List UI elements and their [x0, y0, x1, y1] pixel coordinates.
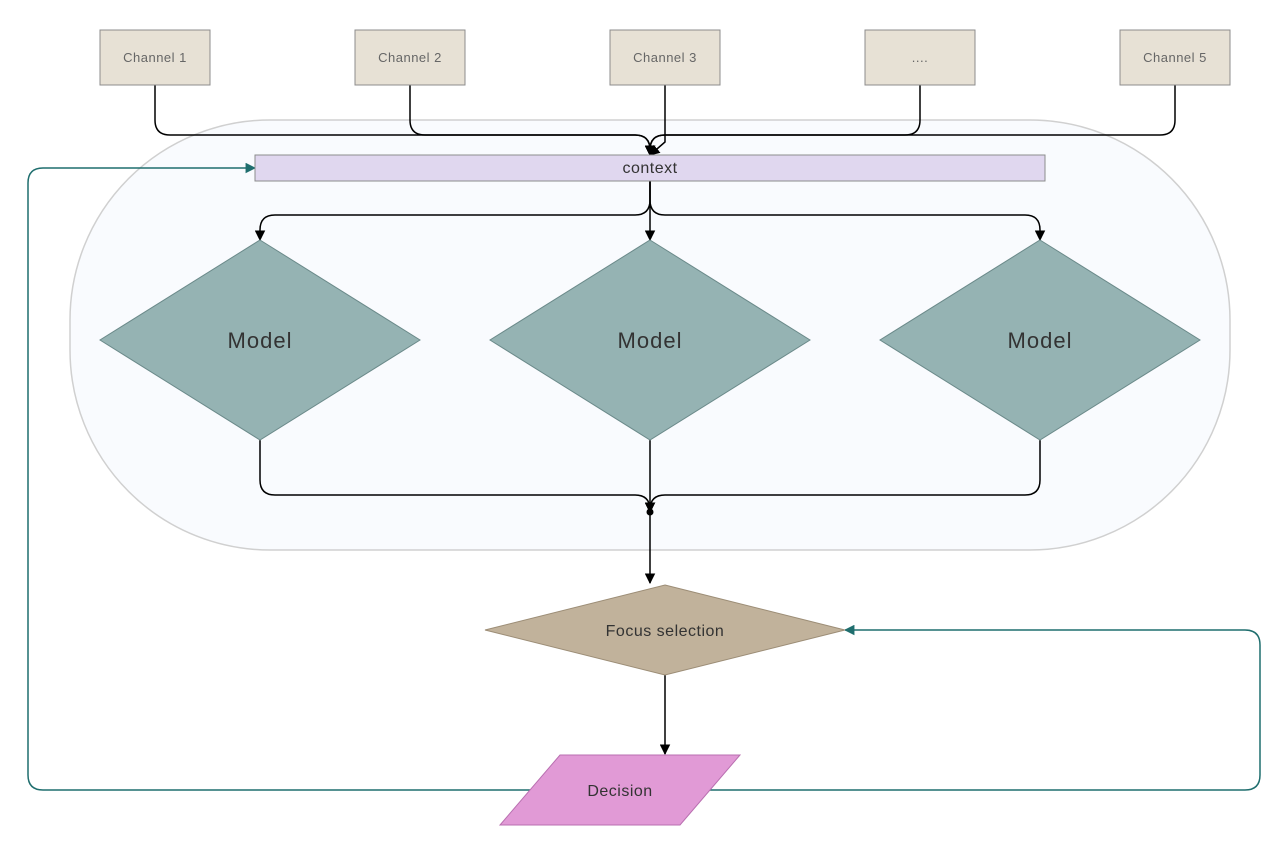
context-label: context [622, 160, 677, 177]
channel-label-ch2: Channel 2 [378, 50, 442, 65]
channel-label-ch3: Channel 3 [633, 50, 697, 65]
edge-decision-focus [700, 630, 1260, 790]
model-label-m3: Model [1008, 328, 1073, 353]
decision-label: Decision [587, 783, 652, 800]
merge-dot [647, 509, 654, 516]
model-label-m1: Model [228, 328, 293, 353]
flowchart-diagram: Channel 1 Channel 2 Channel 3.... Channel 5… [0, 0, 1282, 860]
channel-label-ch1: Channel 1 [123, 50, 187, 65]
model-label-m2: Model [618, 328, 683, 353]
channel-label-ch4: .... [912, 50, 928, 65]
channel-label-ch5: Channel 5 [1143, 50, 1207, 65]
focus-label: Focus selection [606, 623, 725, 640]
